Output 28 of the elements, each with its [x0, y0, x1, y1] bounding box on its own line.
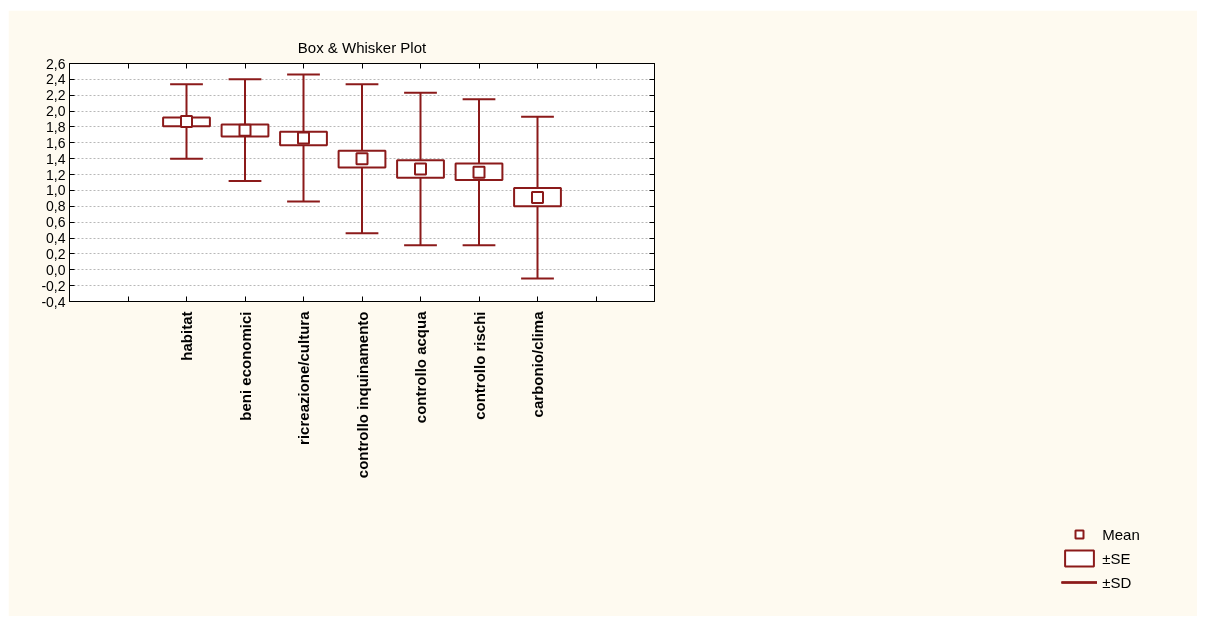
- x-tick-label: habitat: [178, 311, 195, 361]
- y-tick-label: 2,6: [46, 55, 66, 72]
- y-tick-label: 0,8: [46, 198, 66, 215]
- y-tick-label: 1,8: [46, 118, 66, 135]
- y-tick-label: 0,6: [46, 214, 66, 231]
- x-tick-label: controllo acqua: [412, 310, 429, 424]
- y-tick-label: 1,4: [46, 150, 66, 167]
- x-tick-label: beni economici: [236, 311, 254, 421]
- y-tick-label: 0,0: [46, 261, 66, 278]
- y-tick-label: 2,4: [46, 71, 66, 88]
- x-tick-label: controllo rischi: [470, 311, 488, 420]
- y-tick-label: -0,2: [41, 277, 66, 294]
- y-tick-label: 0,4: [46, 230, 66, 247]
- legend-label: Mean: [1102, 525, 1140, 543]
- y-tick-label: 2,2: [46, 87, 66, 104]
- text: ±SD: [1102, 573, 1132, 591]
- point: [180, 114, 193, 128]
- x-tick-label: ricreazione/cultura: [295, 310, 312, 445]
- y-tick-label: 1,2: [46, 166, 66, 183]
- y-tick-label: 1,0: [46, 182, 66, 199]
- y-tick-label: 2,0: [46, 103, 66, 120]
- chart-title: Box & Whisker Plot: [297, 38, 428, 56]
- y-tick-label: -0,4: [41, 293, 66, 310]
- x-tick-label: controllo inquinamento: [353, 311, 371, 479]
- x-tick-label: carbonio/clima: [529, 310, 546, 418]
- y-tick-label: 0,2: [46, 245, 66, 262]
- legend-label: ±SE: [1102, 549, 1131, 567]
- y-tick-label: 1,6: [46, 134, 66, 151]
